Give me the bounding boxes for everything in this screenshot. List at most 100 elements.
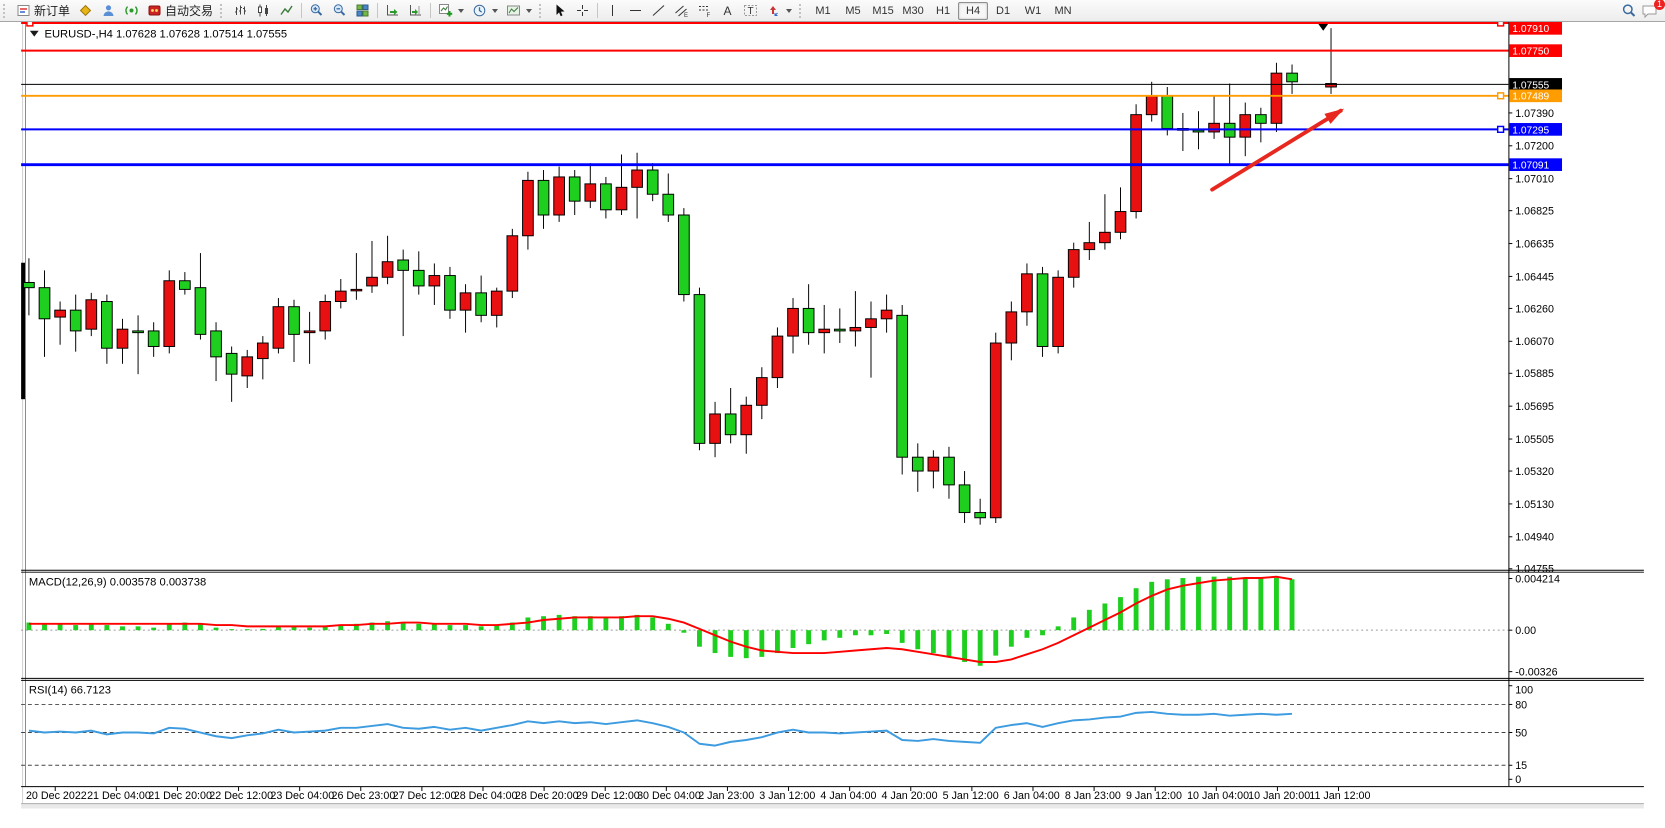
svg-text:1.07750: 1.07750 <box>1512 47 1549 58</box>
tile-windows-button[interactable] <box>351 0 374 21</box>
svg-text:50: 50 <box>1515 727 1527 739</box>
svg-text:2 Jan 23:00: 2 Jan 23:00 <box>698 790 754 802</box>
svg-text:9 Jan 12:00: 9 Jan 12:00 <box>1126 790 1182 802</box>
svg-text:21 Dec 20:00: 21 Dec 20:00 <box>148 790 212 802</box>
autotrade-button[interactable]: 自动交易 <box>143 0 217 21</box>
macd-label: MACD(12,26,9) 0.003578 0.003738 <box>29 576 206 588</box>
svg-text:1.07390: 1.07390 <box>1515 108 1554 120</box>
svg-text:E: E <box>684 13 688 18</box>
svg-text:8 Jan 23:00: 8 Jan 23:00 <box>1065 790 1121 802</box>
chart-area: 1.07390 1.07200 1.07010 1.06825 1.06635 1.064… <box>0 19 1665 828</box>
svg-text:20 Dec 2022: 20 Dec 2022 <box>26 790 87 802</box>
line-chart-mode-button[interactable] <box>275 0 298 21</box>
horizontal-line-icon <box>630 10 642 11</box>
toolbar-drag-handle[interactable] <box>799 3 805 18</box>
toolbar-drag-handle[interactable] <box>220 3 226 18</box>
svg-text:11 Jan 12:00: 11 Jan 12:00 <box>1309 790 1370 802</box>
text-button[interactable]: A <box>716 0 739 21</box>
svg-text:1.06260: 1.06260 <box>1515 303 1554 315</box>
toolbar-drag-handle[interactable] <box>539 3 545 18</box>
fibonacci-button[interactable]: F <box>693 0 716 21</box>
svg-text:29 Dec 12:00: 29 Dec 12:00 <box>576 790 640 802</box>
channel-icon: E <box>675 5 688 18</box>
trendline-button[interactable] <box>647 0 670 21</box>
svg-text:A: A <box>724 4 732 18</box>
horizontal-line-button[interactable] <box>624 0 647 21</box>
timeframe-h4[interactable]: H4 <box>958 1 989 20</box>
timeframe-m5[interactable]: M5 <box>845 4 861 17</box>
svg-text:1.04755: 1.04755 <box>1515 564 1554 576</box>
notifications-button[interactable]: 1 <box>1641 0 1665 19</box>
svg-text:3 Jan 12:00: 3 Jan 12:00 <box>759 790 815 802</box>
search-button[interactable] <box>1617 0 1641 21</box>
timeframe-h1[interactable]: H1 <box>936 4 951 17</box>
candlestick-mode-button[interactable] <box>252 0 275 21</box>
timeframe-mn[interactable]: MN <box>1054 4 1072 17</box>
cursor-button[interactable] <box>548 0 571 21</box>
one-click-trading-toggle[interactable] <box>29 30 39 37</box>
svg-text:4 Jan 04:00: 4 Jan 04:00 <box>820 790 876 802</box>
new-order-icon <box>17 5 30 16</box>
toolbar: 新订单 自动交易 <box>0 0 1665 22</box>
auto-scroll-button[interactable] <box>381 0 404 21</box>
svg-text:1.07910: 1.07910 <box>1512 24 1549 35</box>
person-icon <box>103 5 114 16</box>
arrows-icon <box>770 6 778 16</box>
svg-text:1.07010: 1.07010 <box>1515 174 1554 186</box>
signals-button[interactable] <box>120 0 143 21</box>
vertical-line-icon <box>612 5 614 16</box>
svg-text:4 Jan 20:00: 4 Jan 20:00 <box>882 790 938 802</box>
svg-text:1.06825: 1.06825 <box>1515 206 1554 218</box>
toolbar-separator <box>597 3 599 18</box>
chart-canvas[interactable]: 1.07390 1.07200 1.07010 1.06825 1.06635 1.064… <box>0 19 1665 828</box>
broadcast-icon <box>125 6 138 15</box>
crosshair-button[interactable] <box>571 0 594 21</box>
toolbar-drag-handle[interactable] <box>3 3 9 18</box>
chart-shift-button[interactable] <box>404 0 427 21</box>
vertical-line-button[interactable] <box>601 0 624 21</box>
community-button[interactable] <box>97 0 120 21</box>
crosshair-icon <box>577 5 589 16</box>
svg-text:27 Dec 12:00: 27 Dec 12:00 <box>393 790 457 802</box>
zoom-out-button[interactable] <box>328 0 351 21</box>
market-button[interactable] <box>74 0 97 21</box>
svg-text:10 Jan 04:00: 10 Jan 04:00 <box>1187 790 1249 802</box>
periods-button[interactable] <box>468 0 502 21</box>
timeframe-w1[interactable]: W1 <box>1024 4 1042 17</box>
line-chart-icon <box>280 5 293 15</box>
svg-text:1.05885: 1.05885 <box>1515 368 1554 380</box>
timeframe-m30[interactable]: M30 <box>902 4 924 17</box>
autotrade-label: 自动交易 <box>165 4 214 18</box>
svg-text:80: 80 <box>1515 699 1527 711</box>
svg-text:1.07295: 1.07295 <box>1512 125 1549 136</box>
clock-icon <box>473 4 486 17</box>
text-label-button[interactable]: T <box>739 0 762 21</box>
bar-chart-mode-button[interactable] <box>229 0 252 21</box>
toolbar-separator <box>377 3 379 18</box>
svg-text:22 Dec 12:00: 22 Dec 12:00 <box>209 790 273 802</box>
bar-chart-icon <box>235 5 247 15</box>
indicators-button[interactable] <box>434 0 468 21</box>
notification-badge: 1 <box>1654 0 1665 10</box>
zoom-in-icon <box>310 4 323 16</box>
timeframe-m15[interactable]: M15 <box>872 4 894 17</box>
timeframe-d1[interactable]: D1 <box>996 4 1011 17</box>
svg-text:0: 0 <box>1515 774 1521 786</box>
fibonacci-icon: F <box>699 6 711 18</box>
svg-text:100: 100 <box>1515 685 1533 697</box>
equidistant-channel-button[interactable]: E <box>670 0 693 21</box>
template-icon <box>507 5 521 16</box>
rsi-label: RSI(14) 66.7123 <box>29 685 111 697</box>
tile-windows-icon <box>356 4 369 17</box>
toolbar-separator <box>301 3 303 18</box>
zoom-in-button[interactable] <box>305 0 328 21</box>
arrows-button[interactable] <box>762 0 796 21</box>
templates-button[interactable] <box>502 0 536 21</box>
svg-text:6 Jan 04:00: 6 Jan 04:00 <box>1004 790 1060 802</box>
svg-text:1.06445: 1.06445 <box>1515 271 1554 283</box>
new-order-button[interactable]: 新订单 <box>12 0 74 21</box>
timeframe-m1[interactable]: M1 <box>815 4 831 17</box>
svg-text:30 Dec 04:00: 30 Dec 04:00 <box>637 790 701 802</box>
svg-text:T: T <box>748 6 754 17</box>
symbol-title: EURUSD-,H4 1.07628 1.07628 1.07514 1.075… <box>45 29 288 41</box>
